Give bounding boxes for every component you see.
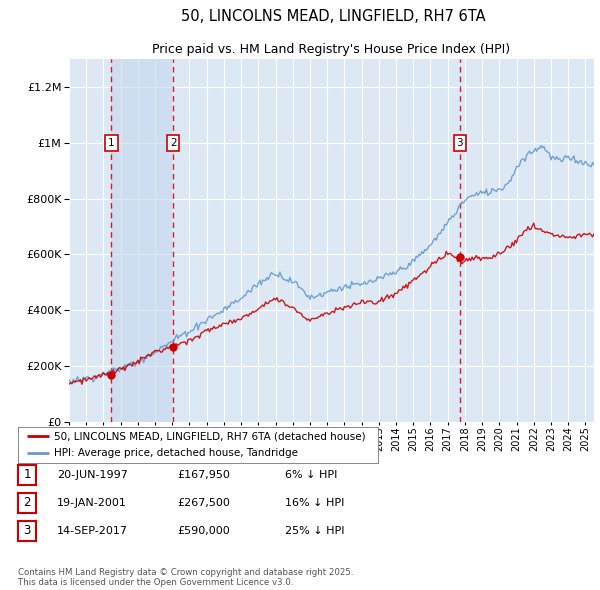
Text: Contains HM Land Registry data © Crown copyright and database right 2025.
This d: Contains HM Land Registry data © Crown c…	[18, 568, 353, 587]
Text: £590,000: £590,000	[177, 526, 230, 536]
Text: 1: 1	[108, 137, 115, 148]
Text: 3: 3	[457, 137, 463, 148]
Text: 19-JAN-2001: 19-JAN-2001	[57, 498, 127, 507]
Text: 3: 3	[23, 525, 31, 537]
Text: HPI: Average price, detached house, Tandridge: HPI: Average price, detached house, Tand…	[54, 448, 298, 458]
Title: Price paid vs. HM Land Registry's House Price Index (HPI): Price paid vs. HM Land Registry's House …	[152, 44, 511, 57]
Text: £167,950: £167,950	[177, 470, 230, 480]
Text: 16% ↓ HPI: 16% ↓ HPI	[285, 498, 344, 507]
Text: 2: 2	[170, 137, 176, 148]
Text: 14-SEP-2017: 14-SEP-2017	[57, 526, 128, 536]
Text: £267,500: £267,500	[177, 498, 230, 507]
Text: 1: 1	[23, 468, 31, 481]
Bar	[112, 59, 173, 422]
Text: 20-JUN-1997: 20-JUN-1997	[57, 470, 128, 480]
Text: 2: 2	[23, 496, 31, 509]
Text: 25% ↓ HPI: 25% ↓ HPI	[285, 526, 344, 536]
Text: 6% ↓ HPI: 6% ↓ HPI	[285, 470, 337, 480]
Text: 50, LINCOLNS MEAD, LINGFIELD, RH7 6TA (detached house): 50, LINCOLNS MEAD, LINGFIELD, RH7 6TA (d…	[54, 431, 365, 441]
Text: 50, LINCOLNS MEAD, LINGFIELD, RH7 6TA: 50, LINCOLNS MEAD, LINGFIELD, RH7 6TA	[181, 9, 485, 24]
